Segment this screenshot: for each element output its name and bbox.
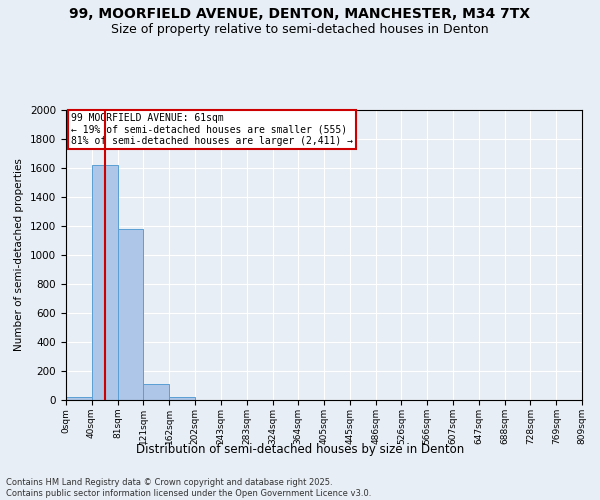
Text: 99 MOORFIELD AVENUE: 61sqm
← 19% of semi-detached houses are smaller (555)
81% o: 99 MOORFIELD AVENUE: 61sqm ← 19% of semi…	[71, 113, 353, 146]
Y-axis label: Number of semi-detached properties: Number of semi-detached properties	[14, 158, 25, 352]
Bar	[169, 397, 195, 400]
Text: Distribution of semi-detached houses by size in Denton: Distribution of semi-detached houses by …	[136, 442, 464, 456]
Text: Size of property relative to semi-detached houses in Denton: Size of property relative to semi-detach…	[111, 22, 489, 36]
Bar	[92, 165, 118, 400]
Text: 99, MOORFIELD AVENUE, DENTON, MANCHESTER, M34 7TX: 99, MOORFIELD AVENUE, DENTON, MANCHESTER…	[70, 8, 530, 22]
Bar	[143, 384, 169, 400]
Bar	[118, 229, 143, 400]
Text: Contains HM Land Registry data © Crown copyright and database right 2025.
Contai: Contains HM Land Registry data © Crown c…	[6, 478, 371, 498]
Bar	[66, 397, 92, 400]
